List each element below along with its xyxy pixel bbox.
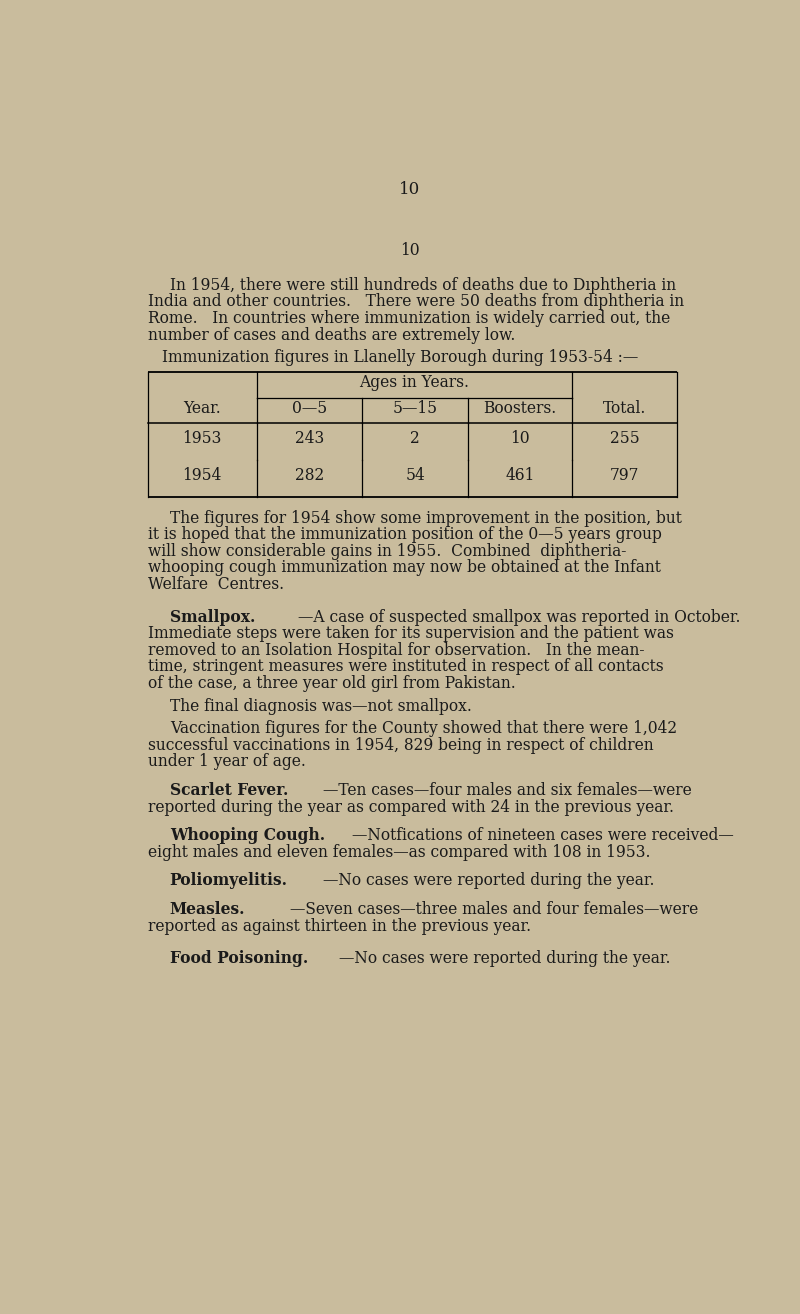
Text: 282: 282 bbox=[295, 466, 324, 484]
Text: India and other countries.   There were 50 deaths from diphtheria in: India and other countries. There were 50… bbox=[148, 293, 684, 310]
Text: reported during the year as compared with 24 in the previous year.: reported during the year as compared wit… bbox=[148, 799, 674, 816]
Text: —No cases were reported during the year.: —No cases were reported during the year. bbox=[338, 950, 670, 967]
Text: Food Poisoning.: Food Poisoning. bbox=[170, 950, 308, 967]
Text: 461: 461 bbox=[506, 466, 534, 484]
Text: it is hoped that the immunization position of the 0—5 years group: it is hoped that the immunization positi… bbox=[148, 527, 662, 543]
Text: whooping cough immunization may now be obtained at the Infant: whooping cough immunization may now be o… bbox=[148, 560, 661, 577]
Text: 10: 10 bbox=[510, 430, 530, 447]
Text: Immediate steps were taken for its supervision and the patient was: Immediate steps were taken for its super… bbox=[148, 625, 674, 643]
Text: —Seven cases—three males and four females—were: —Seven cases—three males and four female… bbox=[290, 901, 698, 918]
Text: —No cases were reported during the year.: —No cases were reported during the year. bbox=[323, 872, 654, 890]
Text: 255: 255 bbox=[610, 430, 639, 447]
Text: successful vaccinations in 1954, 829 being in respect of children: successful vaccinations in 1954, 829 bei… bbox=[148, 737, 654, 754]
Text: time, stringent measures were instituted in respect of all contacts: time, stringent measures were instituted… bbox=[148, 658, 664, 675]
Text: of the case, a three year old girl from Pakistan.: of the case, a three year old girl from … bbox=[148, 675, 516, 692]
Text: 0—5: 0—5 bbox=[292, 399, 327, 417]
Text: Boosters.: Boosters. bbox=[483, 399, 557, 417]
Text: reported as against thirteen in the previous year.: reported as against thirteen in the prev… bbox=[148, 917, 531, 934]
Text: In 1954, there were still hundreds of deaths due to Dıphtheria in: In 1954, there were still hundreds of de… bbox=[170, 277, 676, 294]
Text: —A case of suspected smallpox was reported in October.: —A case of suspected smallpox was report… bbox=[298, 608, 740, 625]
Text: number of cases and deaths are extremely low.: number of cases and deaths are extremely… bbox=[148, 327, 515, 343]
Text: Measles.: Measles. bbox=[170, 901, 246, 918]
Text: The figures for 1954 show some improvement in the position, but: The figures for 1954 show some improveme… bbox=[170, 510, 682, 527]
Text: 10: 10 bbox=[400, 242, 420, 259]
Text: 2: 2 bbox=[410, 430, 420, 447]
Text: 1954: 1954 bbox=[182, 466, 222, 484]
Text: Welfare  Centres.: Welfare Centres. bbox=[148, 576, 284, 593]
Text: Poliomyelitis.: Poliomyelitis. bbox=[170, 872, 288, 890]
Text: Rome.   In countries where immunization is widely carried out, the: Rome. In countries where immunization is… bbox=[148, 310, 670, 327]
Text: 797: 797 bbox=[610, 466, 639, 484]
Text: removed to an Isolation Hospital for observation.   In the mean-: removed to an Isolation Hospital for obs… bbox=[148, 641, 645, 658]
Text: Immunization figures in Llanelly Borough during 1953-54 :—: Immunization figures in Llanelly Borough… bbox=[162, 350, 638, 367]
Text: 1953: 1953 bbox=[182, 430, 222, 447]
Text: Year.: Year. bbox=[183, 399, 221, 417]
Text: Whooping Cough.: Whooping Cough. bbox=[170, 828, 325, 844]
Text: Vaccination figures for the County showed that there were 1,042: Vaccination figures for the County showe… bbox=[170, 720, 677, 737]
Text: 5—15: 5—15 bbox=[393, 399, 438, 417]
Text: 10: 10 bbox=[399, 181, 421, 198]
Text: Scarlet Fever.: Scarlet Fever. bbox=[170, 782, 288, 799]
Text: under 1 year of age.: under 1 year of age. bbox=[148, 753, 306, 770]
Text: Total.: Total. bbox=[602, 399, 646, 417]
Text: eight males and eleven females—as compared with 108 in 1953.: eight males and eleven females—as compar… bbox=[148, 844, 650, 861]
Text: The final diagnosis was—not smallpox.: The final diagnosis was—not smallpox. bbox=[170, 698, 472, 715]
Text: 243: 243 bbox=[295, 430, 324, 447]
Text: will show considerable gains in 1955.  Combined  diphtheria-: will show considerable gains in 1955. Co… bbox=[148, 543, 626, 560]
Text: —Ten cases—four males and six females—were: —Ten cases—four males and six females—we… bbox=[323, 782, 692, 799]
Text: Ages in Years.: Ages in Years. bbox=[359, 374, 469, 392]
Text: —Notfications of nineteen cases were received—: —Notfications of nineteen cases were rec… bbox=[352, 828, 734, 844]
Text: Smallpox.: Smallpox. bbox=[170, 608, 255, 625]
Text: 54: 54 bbox=[406, 466, 426, 484]
